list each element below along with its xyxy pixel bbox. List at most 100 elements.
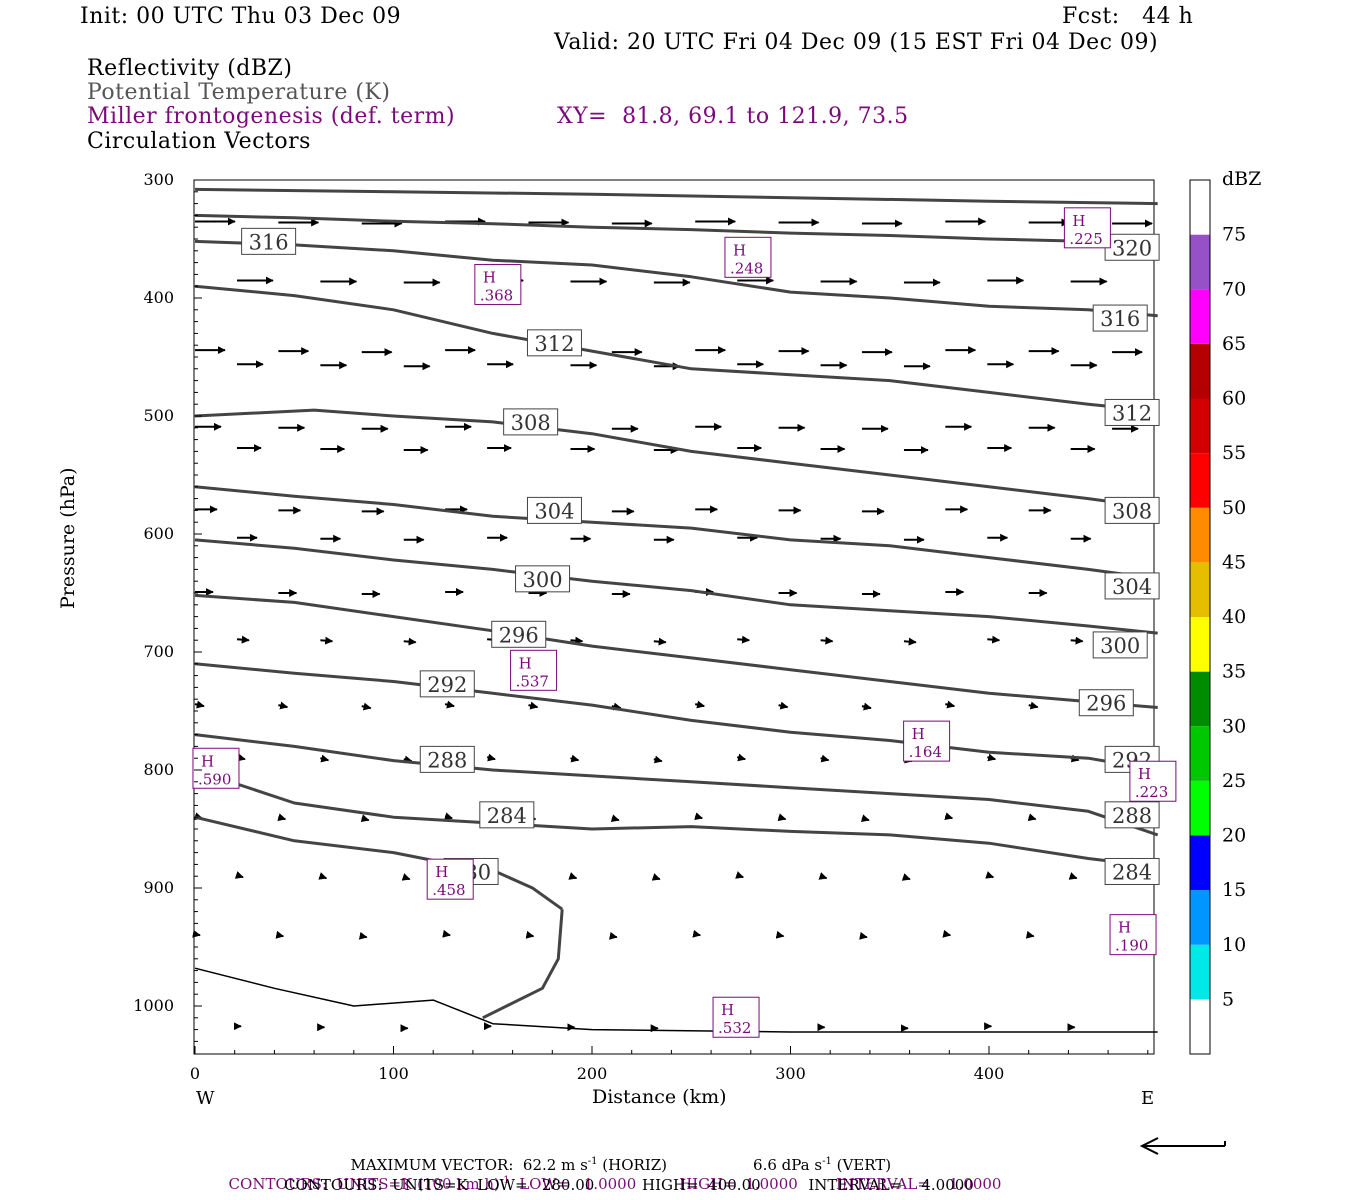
theta-contour-312 (194, 284, 1158, 413)
theta-contour-284 (194, 768, 1158, 869)
circulation-vector (1028, 701, 1039, 710)
contour-label-box (515, 565, 571, 593)
colorbar-level: 35 (1222, 661, 1246, 683)
high-value: .590 (198, 770, 231, 788)
contour-label-box (419, 670, 475, 698)
colorbar-level: 30 (1222, 715, 1246, 737)
colorbar-frame (1189, 179, 1211, 1055)
circulation-vector (987, 753, 997, 762)
contour-label-box (1104, 398, 1160, 426)
contour-label: 316 (1100, 307, 1140, 331)
theta-contour-304 (194, 485, 1158, 581)
high-value: .164 (909, 743, 942, 761)
colorbar-segment (1190, 726, 1210, 781)
contour-label-box (526, 329, 582, 357)
high-value: .537 (516, 672, 549, 690)
high-letter: H (721, 1001, 734, 1019)
circulation-vector (570, 754, 580, 763)
frontogenesis-contour-note: CONTOURS: UNITS=K (100 km h)-1 LOW= 1.00… (219, 1157, 1002, 1193)
circulation-vector (987, 635, 1001, 644)
circulation-vector (942, 929, 952, 938)
contour-label-box (1104, 496, 1160, 524)
high-letter: H (201, 752, 214, 770)
contour-label: 308 (1112, 499, 1152, 523)
colorbar-segment (1190, 343, 1210, 399)
reference-vector-arrow (1139, 1137, 1226, 1155)
circulation-vector (609, 931, 618, 940)
theta-contour-292 (194, 662, 1158, 772)
contour-label-box (1092, 304, 1148, 332)
contour-label-box (1092, 631, 1148, 659)
circulation-vector (820, 636, 834, 645)
circulation-vector (278, 701, 289, 710)
colorbar-level: 20 (1222, 825, 1246, 847)
theta-contour-280 (194, 815, 564, 911)
theta-contour-288 (194, 733, 1159, 837)
colorbar-segment (1190, 234, 1210, 290)
high-letter: H (1072, 212, 1085, 230)
colorbar-segment (1190, 835, 1210, 891)
contour-label-box (491, 620, 547, 648)
high-letter: H (912, 725, 925, 743)
circulation-vector (486, 753, 496, 762)
circulation-vector (194, 700, 205, 709)
circulation-vector (737, 635, 751, 644)
theta-contour-300 (194, 538, 1158, 635)
colorbar-level: 65 (1222, 333, 1246, 355)
colorbar-segment (1190, 617, 1210, 672)
circulation-vector (903, 637, 917, 646)
circulation-vector (570, 636, 584, 645)
circulation-vector (736, 753, 746, 762)
circulation-vector (945, 700, 956, 709)
x-tick-label: 300 (775, 1064, 806, 1083)
colorbar-level: 75 (1222, 224, 1246, 246)
y-tick-label: 1000 (133, 996, 174, 1015)
contour-label: 316 (249, 230, 289, 254)
high-letter: H (1138, 765, 1151, 783)
field-circulation-vectors: Circulation Vectors (87, 129, 311, 154)
high-letter: H (733, 241, 746, 259)
circulation-vector (818, 872, 828, 880)
contour-label-box (503, 408, 559, 436)
circulation-vector (403, 637, 417, 646)
circulation-vector (320, 636, 334, 645)
field-reflectivity: Reflectivity (dBZ) (87, 56, 293, 81)
colorbar-segment (1190, 780, 1210, 836)
colorbar-segment (1190, 944, 1210, 1000)
contour-label-box (1104, 857, 1160, 885)
circulation-vector (859, 931, 868, 940)
high-value: .458 (432, 881, 465, 899)
contour-label: 296 (499, 623, 539, 647)
high-box (712, 996, 760, 1038)
valid-time: Valid: 20 UTC Fri 04 Dec 09 (15 EST Fri … (554, 30, 1159, 55)
circulation-vector (442, 929, 451, 938)
high-value: .223 (1135, 783, 1168, 801)
high-box (903, 720, 951, 762)
circulation-vector (525, 930, 535, 939)
colorbar-level: 55 (1222, 442, 1246, 464)
circulation-vector (275, 930, 285, 939)
ground-line (194, 967, 1158, 1033)
high-letter: H (435, 863, 448, 881)
y-tick-label: 900 (143, 878, 174, 897)
colorbar-segment (1190, 562, 1210, 617)
y-tick-label: 300 (143, 170, 174, 189)
circulation-vector (653, 755, 663, 764)
contour-label-box (1078, 689, 1134, 717)
high-letter: H (1118, 919, 1131, 937)
circulation-vector (1068, 872, 1078, 880)
circulation-vector (234, 871, 244, 879)
contour-label: 300 (523, 568, 563, 592)
colorbar-level: 15 (1222, 879, 1246, 901)
contour-label-box (479, 801, 535, 829)
colorbar-level: 5 (1222, 988, 1234, 1010)
theta-contour-324 (194, 187, 1158, 206)
colorbar-level: 50 (1222, 497, 1246, 519)
max-vector-vert-suffix: (VERT) (831, 1156, 892, 1174)
contour-label: 300 (1100, 634, 1140, 658)
circulation-vector (651, 873, 661, 881)
colorbar-level: 60 (1222, 388, 1246, 410)
colorbar-segment (1190, 890, 1210, 945)
circulation-vector (611, 702, 622, 711)
